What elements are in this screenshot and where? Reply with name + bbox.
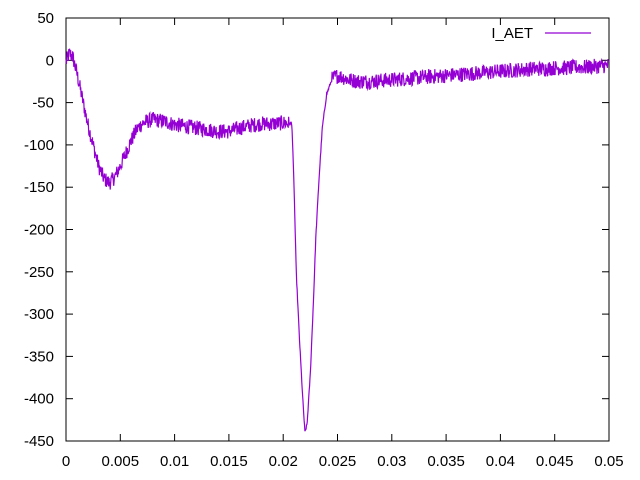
y-tick-label: 0 bbox=[46, 52, 54, 69]
y-tick-label: -450 bbox=[24, 433, 54, 450]
y-tick-label: -200 bbox=[24, 222, 54, 239]
y-tick-label: -50 bbox=[32, 95, 54, 112]
x-tick-label: 0.04 bbox=[486, 453, 515, 470]
series-line-i-aet bbox=[65, 48, 610, 432]
x-tick-label: 0.005 bbox=[102, 453, 140, 470]
legend-label-i-aet: I_AET bbox=[491, 25, 533, 42]
x-tick-label: 0.01 bbox=[160, 453, 189, 470]
y-tick-label: 50 bbox=[37, 10, 54, 27]
x-tick-label: 0.015 bbox=[210, 453, 248, 470]
x-tick-label: 0.03 bbox=[377, 453, 406, 470]
x-tick-label: 0 bbox=[62, 453, 70, 470]
x-tick-label: 0.035 bbox=[427, 453, 465, 470]
ticks: 0 0.005 0.01 0.015 0.02 0.025 0.03 0.035 0.04 0.0… bbox=[24, 10, 624, 470]
legend: I_AET bbox=[491, 25, 591, 42]
x-tick-label: 0.045 bbox=[536, 453, 574, 470]
series-lines bbox=[65, 48, 610, 432]
x-tick-label: 0.02 bbox=[269, 453, 298, 470]
x-tick-label: 0.05 bbox=[594, 453, 623, 470]
y-tick-label: -350 bbox=[24, 348, 54, 365]
x-tick-label: 0.025 bbox=[319, 453, 357, 470]
y-tick-label: -100 bbox=[24, 137, 54, 154]
y-tick-label: -400 bbox=[24, 391, 54, 408]
y-tick-label: -250 bbox=[24, 264, 54, 281]
y-tick-label: -300 bbox=[24, 306, 54, 323]
y-tick-label: -150 bbox=[24, 179, 54, 196]
